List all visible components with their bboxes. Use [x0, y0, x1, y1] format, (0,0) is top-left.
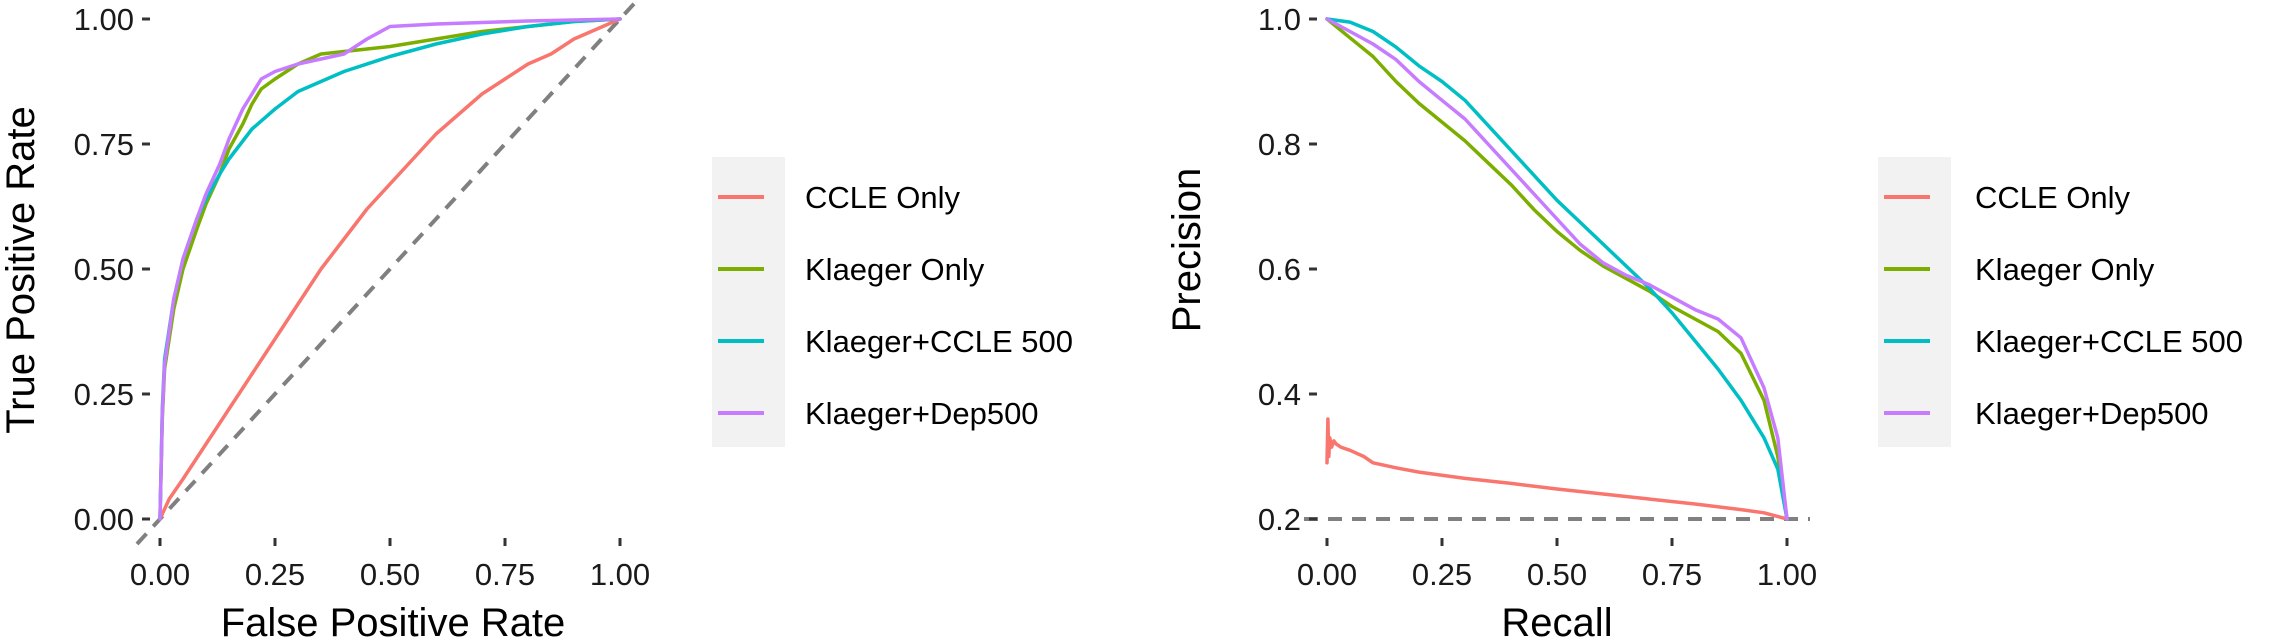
pr-y-tick-label: 0.8: [1258, 127, 1301, 162]
pr-x-tick-label: 0.75: [1642, 557, 1702, 592]
pr-x-tick-label: 0.00: [1297, 557, 1357, 592]
pr-y-tick-label: 0.2: [1258, 502, 1301, 537]
pr-legend-label-2: Klaeger+CCLE 500: [1975, 324, 2243, 359]
pr-y-tick-label: 0.4: [1258, 377, 1301, 412]
pr-x-ticks: 0.00 0.25 0.50 0.75 1.00: [1297, 538, 1817, 592]
roc-y-tick-label: 0.75: [74, 127, 134, 162]
roc-y-axis-title: True Positive Rate: [0, 106, 43, 434]
roc-series-line-0: [158, 17, 622, 521]
pr-x-tick-label: 1.00: [1757, 557, 1817, 592]
roc-y-tick-label: 1.00: [74, 2, 134, 37]
pr-series-line-1: [1325, 17, 1789, 521]
roc-x-ticks: 0.00 0.25 0.50 0.75 1.00: [130, 538, 650, 592]
roc-reference-line: [135, 0, 641, 546]
pr-y-tick-label: 1.0: [1258, 2, 1301, 37]
pr-series-lines: [1325, 17, 1789, 521]
roc-panel: 0.00 0.25 0.50 0.75 1.00 0.00 0.25 0.50 0.75 1.0…: [0, 0, 1073, 642]
roc-y-tick-label: 0.25: [74, 377, 134, 412]
pr-legend-entries: CCLE Only Klaeger Only Klaeger+CCLE 500 Kla…: [1884, 180, 2243, 431]
pr-legend: CCLE Only Klaeger Only Klaeger+CCLE 500 Kla…: [1878, 157, 2243, 447]
roc-legend-label-0: CCLE Only: [805, 180, 961, 215]
roc-series-line-1: [158, 17, 622, 521]
pr-x-tick-label: 0.50: [1527, 557, 1587, 592]
roc-legend-label-2: Klaeger+CCLE 500: [805, 324, 1073, 359]
pr-series-line-2: [1325, 17, 1789, 521]
pr-legend-label-0: CCLE Only: [1975, 180, 2131, 215]
pr-x-tick-label: 0.25: [1412, 557, 1472, 592]
roc-legend-label-1: Klaeger Only: [805, 252, 985, 287]
pr-panel: 0.2 0.4 0.6 0.8 1.0 0.00 0.25 0.50 0.75 1.00 Rec…: [1165, 2, 2243, 642]
roc-x-tick-label: 0.50: [360, 557, 420, 592]
pr-series-line-0: [1325, 417, 1789, 521]
roc-x-tick-label: 1.00: [590, 557, 650, 592]
roc-y-tick-label: 0.00: [74, 502, 134, 537]
roc-legend-label-3: Klaeger+Dep500: [805, 396, 1039, 431]
pr-legend-label-1: Klaeger Only: [1975, 252, 2155, 287]
pr-legend-label-3: Klaeger+Dep500: [1975, 396, 2209, 431]
roc-y-tick-label: 0.50: [74, 252, 134, 287]
roc-legend: CCLE Only Klaeger Only Klaeger+CCLE 500 Kla…: [712, 157, 1073, 447]
pr-y-axis-title: Precision: [1165, 168, 1209, 333]
roc-x-axis-title: False Positive Rate: [221, 601, 566, 642]
pr-y-ticks: 0.2 0.4 0.6 0.8 1.0: [1258, 2, 1317, 537]
roc-x-tick-label: 0.25: [245, 557, 305, 592]
pr-x-axis-title: Recall: [1501, 601, 1612, 642]
roc-series-lines: [158, 17, 622, 521]
roc-legend-background: [712, 157, 785, 447]
roc-x-tick-label: 0.00: [130, 557, 190, 592]
roc-diagonal-reference-line: [135, 0, 641, 546]
pr-y-tick-label: 0.6: [1258, 252, 1301, 287]
roc-series-line-3: [158, 17, 622, 521]
roc-y-ticks: 0.00 0.25 0.50 0.75 1.00: [74, 2, 150, 537]
roc-legend-entries: CCLE Only Klaeger Only Klaeger+CCLE 500 Kla…: [718, 180, 1073, 431]
pr-legend-background: [1878, 157, 1951, 447]
pr-series-line-3: [1325, 17, 1789, 521]
roc-x-tick-label: 0.75: [475, 557, 535, 592]
